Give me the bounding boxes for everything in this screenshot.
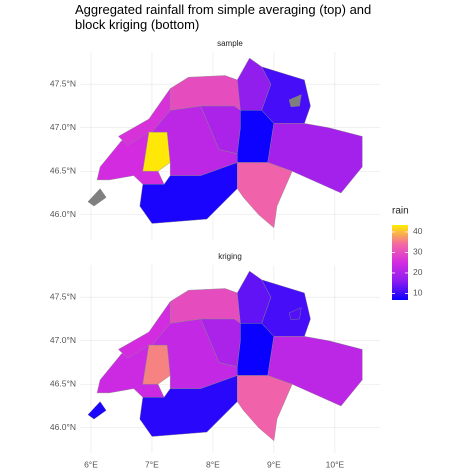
y-tick-label: 46.0°N <box>50 422 76 432</box>
legend-tick-label: 10 <box>413 288 423 298</box>
y-tick-label: 46.0°N <box>50 209 76 219</box>
y-tick-label: 47.0°N <box>50 122 76 132</box>
region <box>169 75 241 111</box>
chart-title: block kriging (bottom) <box>75 17 199 32</box>
region <box>169 288 241 324</box>
facet-label: kriging <box>218 252 242 261</box>
region <box>261 66 311 124</box>
colorbar <box>392 225 408 300</box>
y-tick-label: 46.5°N <box>50 165 76 175</box>
legend-title: rain <box>392 206 409 217</box>
region <box>237 323 275 376</box>
x-tick-label: 7°E <box>145 459 159 469</box>
y-tick-label: 47.0°N <box>50 335 76 345</box>
region <box>261 279 311 337</box>
y-tick-label: 47.5°N <box>50 78 76 88</box>
region <box>288 307 302 321</box>
region <box>87 401 107 420</box>
chart-title: Aggregated rainfall from simple averagin… <box>75 2 371 17</box>
region <box>237 375 293 442</box>
x-tick-label: 6°E <box>84 459 98 469</box>
y-tick-label: 47.5°N <box>50 291 76 301</box>
y-tick-label: 46.5°N <box>50 378 76 388</box>
legend-tick-label: 40 <box>413 226 423 236</box>
legend-tick-label: 30 <box>413 247 423 257</box>
region <box>237 110 275 163</box>
facet-label: sample <box>217 39 243 48</box>
region <box>288 94 302 108</box>
region <box>237 162 293 229</box>
x-tick-label: 8°E <box>206 459 220 469</box>
x-tick-label: 10°E <box>326 459 345 469</box>
legend-tick-label: 20 <box>413 267 423 277</box>
region <box>87 188 107 207</box>
x-tick-label: 9°E <box>267 459 281 469</box>
